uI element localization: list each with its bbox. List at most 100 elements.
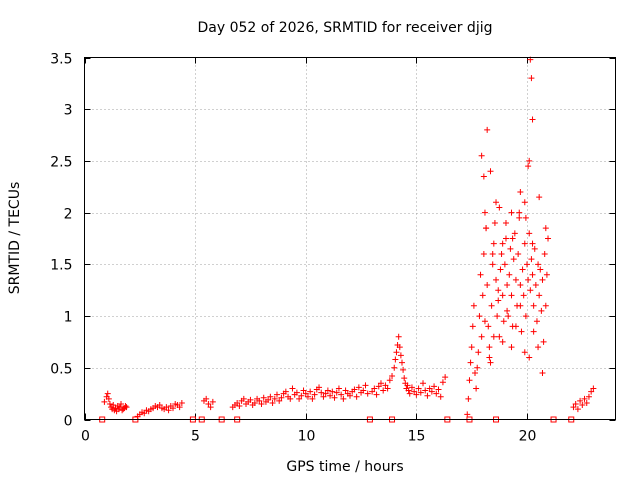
data-point [528,256,535,263]
data-point [525,276,532,283]
data-point [404,382,411,389]
data-point [574,406,581,413]
data-point [398,359,405,366]
data-point [435,386,442,393]
data-point [478,152,485,159]
data-point [256,397,263,404]
data-point [110,402,117,409]
data-point [234,399,241,406]
y-tick-label: 0.5 [50,362,72,378]
data-point [493,276,500,283]
data-point [541,251,548,258]
data-point [401,375,408,382]
data-point [511,230,518,237]
data-point [496,333,503,340]
data-point [494,313,501,320]
data-point [392,356,399,363]
data-point [411,388,418,395]
data-point [502,235,509,242]
data-point [236,403,243,410]
data-point [505,313,512,320]
data-point [329,388,336,395]
data-point [490,240,497,247]
data-point [521,240,528,247]
data-point [519,266,526,273]
data-point [539,369,546,376]
data-point [395,333,402,340]
data-point [529,116,536,123]
data-point [481,209,488,216]
data-point [481,318,488,325]
data-point [470,302,477,309]
y-tick-label: 3 [64,103,73,119]
data-point [486,344,493,351]
data-point [507,245,514,252]
chart-title: Day 052 of 2026, SRMTID for receiver dji… [198,20,493,36]
data-point [490,333,497,340]
data-point [572,400,579,407]
data-point [240,395,247,402]
data-point [156,402,163,409]
data-point [480,251,487,258]
data-point [302,390,309,397]
data-point [536,194,543,201]
data-point [293,389,300,396]
y-tick-label: 3.5 [50,52,72,68]
data-point [120,406,127,413]
data-point [538,307,545,314]
data-point [276,397,283,404]
data-point [542,225,549,232]
data-point [478,333,485,340]
data-point [493,199,500,206]
data-point [467,359,474,366]
data-point [526,157,533,164]
data-point [527,287,534,294]
data-point [517,282,524,289]
data-point [516,214,523,221]
data-point [333,389,340,396]
data-point [479,292,486,299]
data-point [347,392,353,399]
data-point [324,387,331,394]
data-point [369,388,376,395]
data-point [105,395,112,402]
data-point [529,240,536,247]
data-point [495,287,502,294]
data-point [533,318,540,325]
data-point [278,394,285,401]
data-point [577,397,584,404]
data-point [396,344,403,351]
y-tick-label: 1.5 [50,258,72,274]
data-point [382,382,389,389]
data-point [509,235,516,242]
data-point [384,385,391,392]
data-point [265,396,272,403]
data-point [498,251,505,258]
data-point [413,391,420,398]
data-point [517,302,524,309]
data-point [386,377,393,384]
data-point [320,393,327,400]
data-point [585,393,592,400]
data-point [488,302,495,309]
data-point [340,395,347,402]
data-point [531,245,538,252]
data-point [338,391,345,398]
data-point [530,328,537,335]
data-point [342,387,349,394]
data-point [251,399,258,406]
data-point [205,400,212,407]
data-point [267,393,274,400]
y-tick-label: 0 [64,414,73,430]
data-point [486,354,493,361]
data-point [309,395,316,402]
data-point [101,398,108,405]
data-point [583,399,590,406]
data-points [99,56,597,423]
data-point [389,373,396,380]
data-point [517,188,524,195]
data-point [521,199,528,206]
data-point [487,359,494,366]
data-point [420,380,427,387]
